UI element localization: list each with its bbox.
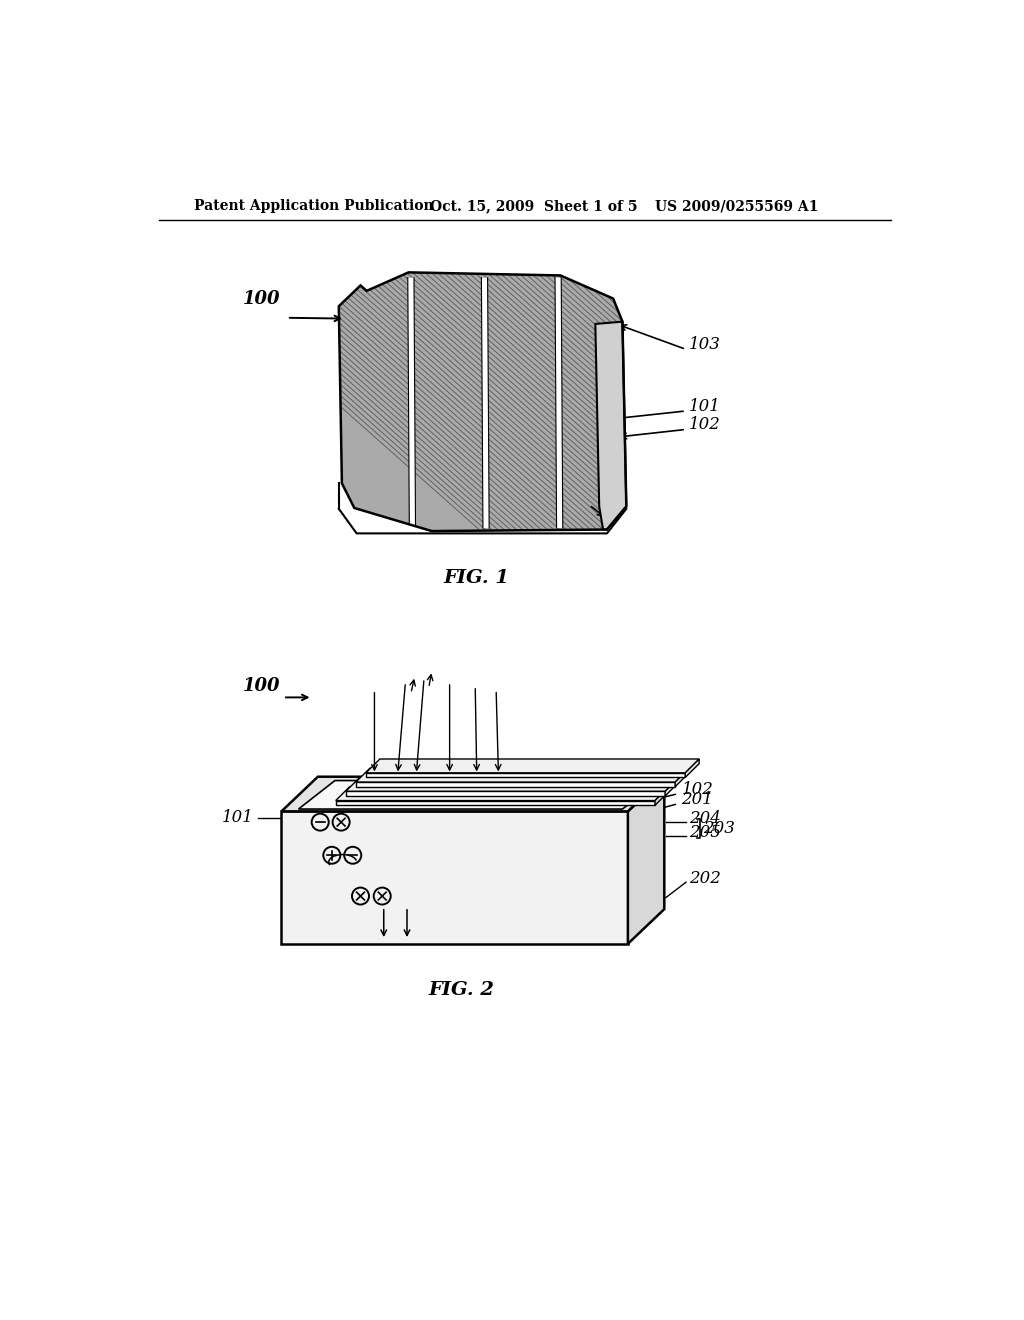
Polygon shape [356, 768, 689, 781]
Polygon shape [346, 777, 679, 792]
Polygon shape [299, 780, 658, 809]
Text: 101: 101 [689, 397, 721, 414]
Text: Patent Application Publication: Patent Application Publication [194, 199, 433, 213]
Text: 100: 100 [243, 677, 281, 694]
Text: 205: 205 [689, 824, 721, 841]
Text: 201: 201 [681, 791, 714, 808]
Polygon shape [366, 759, 699, 774]
Polygon shape [282, 776, 665, 812]
Polygon shape [481, 277, 489, 528]
Text: 100: 100 [243, 289, 281, 308]
Polygon shape [346, 792, 665, 796]
Text: 102: 102 [689, 416, 721, 433]
Polygon shape [555, 277, 563, 528]
Text: 203: 203 [703, 820, 735, 837]
Polygon shape [655, 787, 669, 805]
Text: US 2009/0255569 A1: US 2009/0255569 A1 [655, 199, 818, 213]
Polygon shape [628, 776, 665, 944]
Polygon shape [595, 322, 627, 529]
Polygon shape [336, 800, 655, 805]
Polygon shape [685, 759, 699, 777]
Polygon shape [408, 277, 416, 528]
Polygon shape [282, 812, 628, 944]
Polygon shape [675, 768, 689, 787]
Text: 102: 102 [681, 781, 714, 799]
Text: FIG. 1: FIG. 1 [443, 569, 510, 587]
Text: Oct. 15, 2009  Sheet 1 of 5: Oct. 15, 2009 Sheet 1 of 5 [430, 199, 638, 213]
Text: 204: 204 [689, 809, 721, 826]
Polygon shape [665, 777, 679, 796]
Text: 202: 202 [689, 870, 721, 887]
Text: FIG. 2: FIG. 2 [428, 981, 495, 999]
Polygon shape [356, 781, 675, 787]
Polygon shape [366, 774, 685, 777]
Text: 103: 103 [689, 337, 721, 354]
Text: 101: 101 [221, 809, 254, 826]
Polygon shape [339, 272, 627, 531]
Polygon shape [336, 787, 669, 800]
